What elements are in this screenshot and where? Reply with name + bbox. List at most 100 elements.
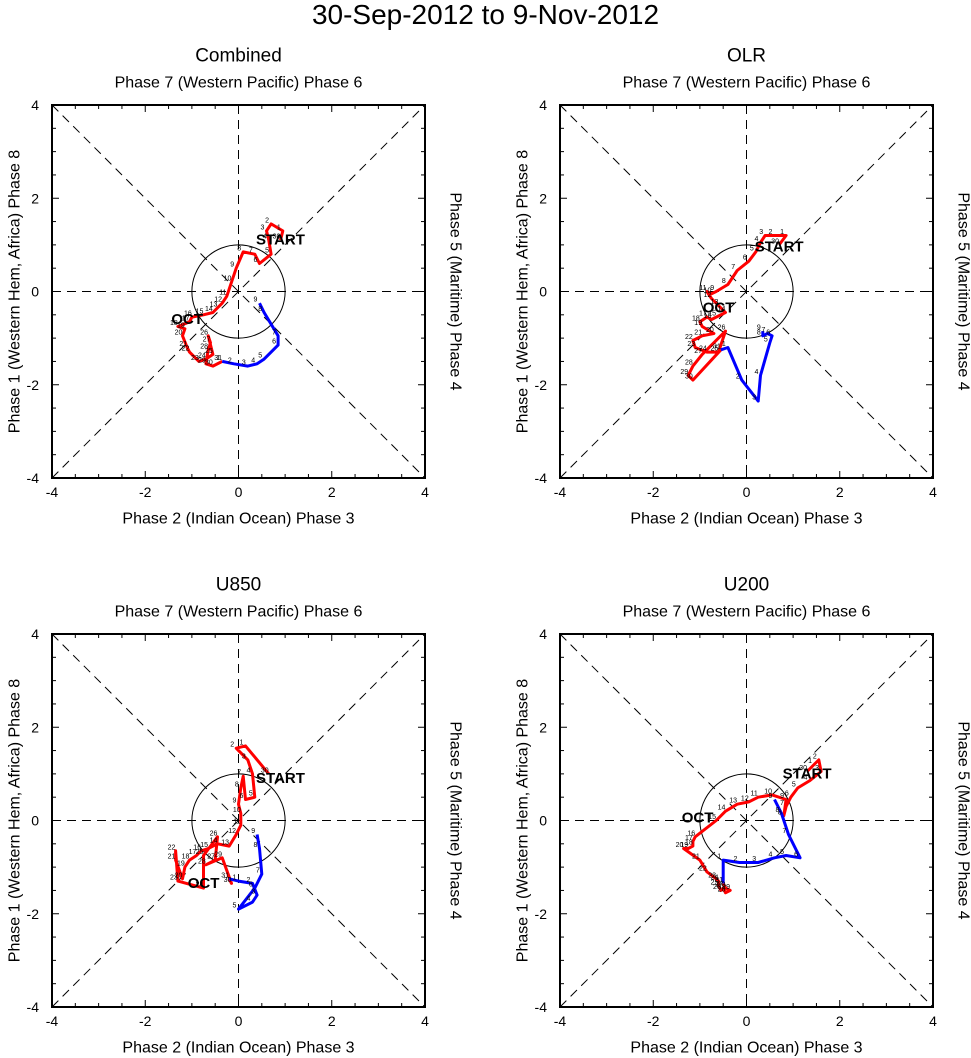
day-label: 5 [258,353,262,360]
day-label: 12 [741,795,749,802]
x-tick-label: -2 [647,1013,660,1029]
day-label: 5 [764,336,768,343]
x-tick-label: -2 [647,484,660,500]
day-label: 9 [757,325,761,332]
unit-circle [699,773,794,868]
day-label: 3 [752,395,756,402]
x-tick-label: -4 [46,484,59,500]
day-label: 4 [755,369,759,376]
oct-trajectory [682,758,823,895]
day-label: 10 [233,807,241,814]
day-label: 3 [242,360,246,367]
day-label: 10 [764,788,772,795]
day-label: 28 [200,343,208,350]
bottom-axis-label: Phase 2 (Indian Ocean) Phase 3 [630,511,862,528]
day-label: 2 [769,229,773,236]
y-tick-label: 0 [31,813,39,829]
x-tick-label: 0 [743,484,751,500]
y-tick-label: -4 [27,470,40,486]
left-axis-label: Phase 1 (Western Hem, Africa) Phase 8 [7,150,24,433]
x-tick-label: 0 [235,1013,243,1029]
oct-label: OCT [171,311,203,328]
day-label: 4 [803,774,807,781]
day-label: 5 [780,849,784,856]
day-label: 12 [228,828,236,835]
x-tick-label: -4 [554,1013,567,1029]
day-label: 26 [200,329,208,336]
day-label: 17 [699,311,707,318]
oct-trajectory [686,234,788,382]
bottom-axis-label: Phase 2 (Indian Ocean) Phase 3 [630,1040,862,1057]
y-tick-label: 2 [539,190,547,206]
y-tick-label: 4 [539,97,547,113]
y-tick-label: 0 [31,284,39,300]
day-label: 11 [233,819,240,826]
day-label: 13 [210,301,218,308]
panel-title: U200 [724,575,769,596]
day-label: 25 [711,346,719,353]
top-axis-label: Phase 7 (Western Pacific) Phase 6 [115,75,363,92]
panel-combined: Combined Phase 7 (Western Pacific) Phase … [7,46,464,528]
day-label: 4 [769,851,773,858]
y-tick-label: -4 [535,470,548,486]
day-label: 15 [196,308,204,315]
start-label: START [256,232,305,249]
day-label: 20 [175,872,183,879]
day-label: 3 [261,224,265,231]
day-label: 1 [277,224,281,231]
top-axis-label: Phase 7 (Western Pacific) Phase 6 [623,75,871,92]
day-label: 3 [242,753,246,760]
day-label: 30 [205,360,213,367]
day-label: 21 [692,854,700,861]
x-tick-label: 2 [836,484,844,500]
x-tick-label: 2 [328,484,336,500]
day-label: 23 [687,341,695,348]
unit-circle [191,244,286,339]
day-label: 12 [214,297,222,304]
day-label: 28 [685,360,693,367]
day-label: 19 [694,320,702,327]
day-label: 9 [230,262,234,269]
day-label: 17 [182,315,190,322]
day-label: 7 [731,264,735,271]
day-label: 25 [205,348,213,355]
day-label: 8 [235,781,239,788]
day-label: 15 [200,842,208,849]
right-axis-label: Phase 5 (Maritime) Phase 4 [447,721,464,919]
oct-trajectory [174,744,270,890]
day-label: 30 [224,877,232,884]
day-label: 7 [249,248,253,255]
day-label: 30 [771,238,779,245]
day-label: 31 [214,355,222,362]
left-axis-label: Phase 1 (Western Hem, Africa) Phase 8 [7,679,24,962]
day-label: 11 [699,285,706,292]
y-tick-label: -4 [27,999,40,1015]
day-label: 8 [254,842,258,849]
panel-olr: OLR Phase 7 (Western Pacific) Phase 6 Phas… [515,46,971,528]
day-label: 26 [718,325,726,332]
panel-title: U850 [216,575,261,596]
day-label: 7 [237,770,241,777]
day-label: 30 [799,765,807,772]
day-label: 3 [752,856,756,863]
day-label: 15 [708,814,716,821]
day-label: 17 [189,849,197,856]
right-axis-label: Phase 5 (Maritime) Phase 4 [447,192,464,390]
day-label: 6 [794,851,798,858]
day-label: 8 [778,809,782,816]
day-label: 8 [722,278,726,285]
unit-circle [699,244,794,339]
day-label: 8 [757,329,761,336]
day-label: 9 [254,297,258,304]
day-label: 26 [713,884,721,891]
day-label: 2 [247,877,251,884]
nov-trajectory [721,798,802,884]
day-label: 13 [221,840,229,847]
day-label: 27 [694,348,702,355]
day-label: 31 [221,872,229,879]
day-label: 30 [273,234,281,241]
x-tick-label: 4 [929,1013,937,1029]
day-label: 5 [249,791,253,798]
x-tick-label: -4 [554,484,567,500]
